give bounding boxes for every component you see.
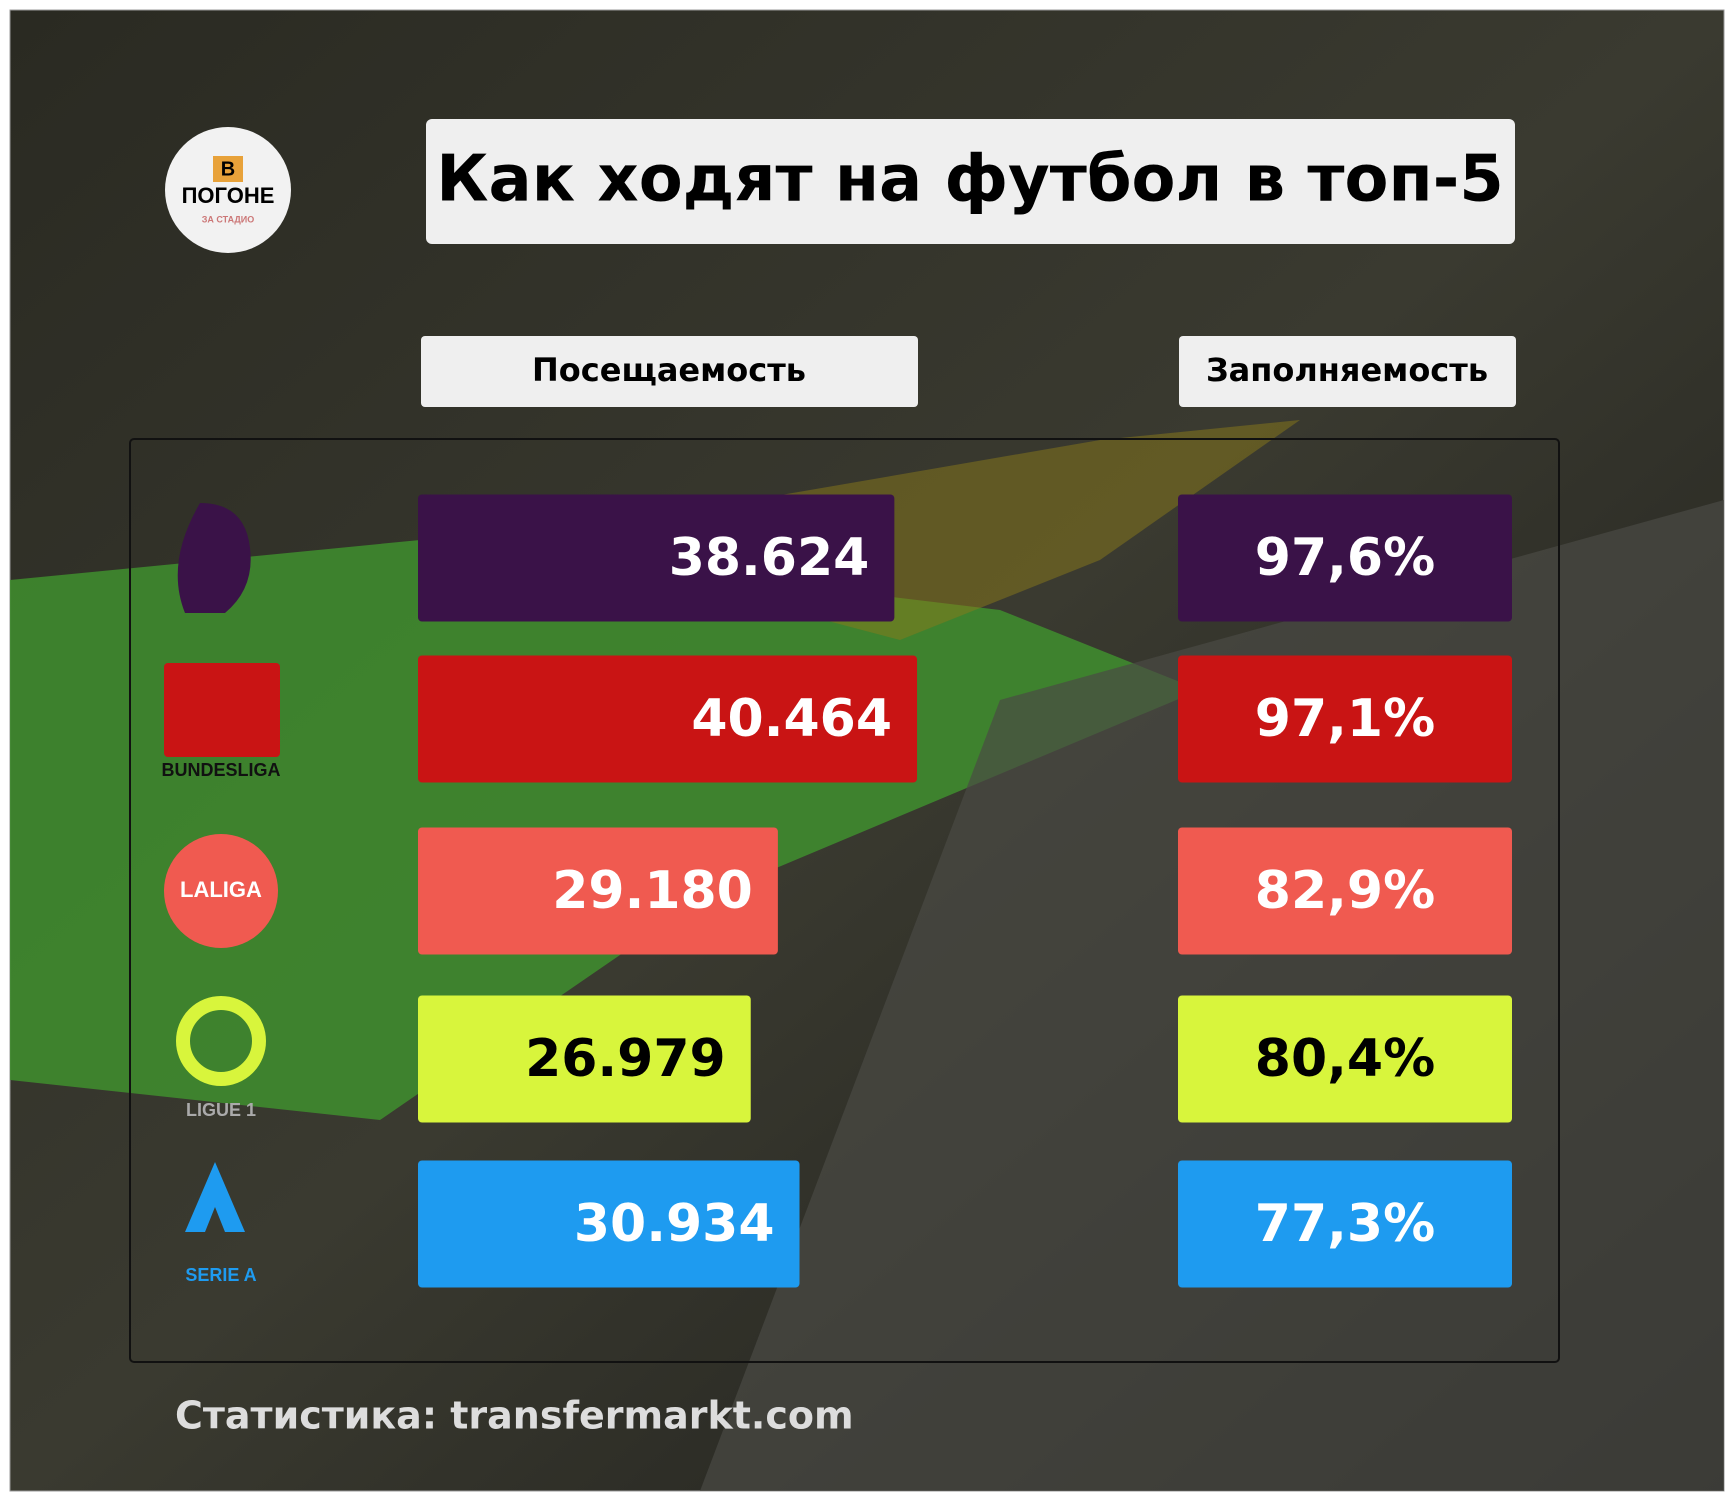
- value-label: 97,1%: [1255, 689, 1435, 749]
- occupancy-box: [1178, 655, 1512, 783]
- value-label: 82,9%: [1255, 861, 1435, 921]
- header-box: [421, 336, 918, 407]
- value-label: 38.624: [669, 528, 870, 588]
- league-logo: [185, 1162, 245, 1232]
- category-label: SERIE A: [185, 1265, 256, 1285]
- value-label: 80,4%: [1255, 1029, 1435, 1089]
- bar: [418, 995, 751, 1123]
- league-logo: [164, 834, 278, 948]
- logo-circle: [165, 127, 291, 253]
- bar: [418, 827, 778, 955]
- logo-letter: В: [221, 158, 235, 180]
- value-label: 29.180: [552, 861, 753, 921]
- bar: [418, 1160, 800, 1288]
- occupancy-box: [1178, 494, 1512, 622]
- title-box: [426, 119, 1515, 244]
- source: Статистика: transfermarkt.com: [175, 1394, 854, 1438]
- occupancy-box: [1178, 995, 1512, 1123]
- category-label: LIGUE 1: [186, 1100, 256, 1120]
- header-box: [1179, 336, 1516, 407]
- category-label: BUNDESLIGA: [161, 760, 280, 780]
- value-label: 97,6%: [1255, 528, 1435, 588]
- chart-title: Как ходят на футбол в топ-5: [436, 143, 1504, 217]
- league-logo: [164, 663, 280, 757]
- league-logo: [176, 996, 266, 1086]
- occupancy-box: [1178, 827, 1512, 955]
- logo-badge: [213, 156, 243, 182]
- bar: [418, 494, 895, 622]
- bar: [418, 655, 918, 783]
- frame: [129, 438, 1560, 1363]
- category-label: LALIGA: [180, 877, 262, 902]
- league-logo: [177, 503, 251, 613]
- column-header: Заполняемость: [1206, 351, 1488, 389]
- occupancy-box: [1178, 1160, 1512, 1288]
- column-header: Посещаемость: [532, 351, 806, 389]
- value-label: 26.979: [525, 1029, 726, 1089]
- value-label: 30.934: [574, 1194, 775, 1254]
- logo-sub: ЗА СТАДИО: [202, 214, 255, 224]
- value-label: 40.464: [691, 689, 892, 749]
- value-label: 77,3%: [1255, 1194, 1435, 1254]
- logo-text: ПОГОНЕ: [182, 183, 275, 208]
